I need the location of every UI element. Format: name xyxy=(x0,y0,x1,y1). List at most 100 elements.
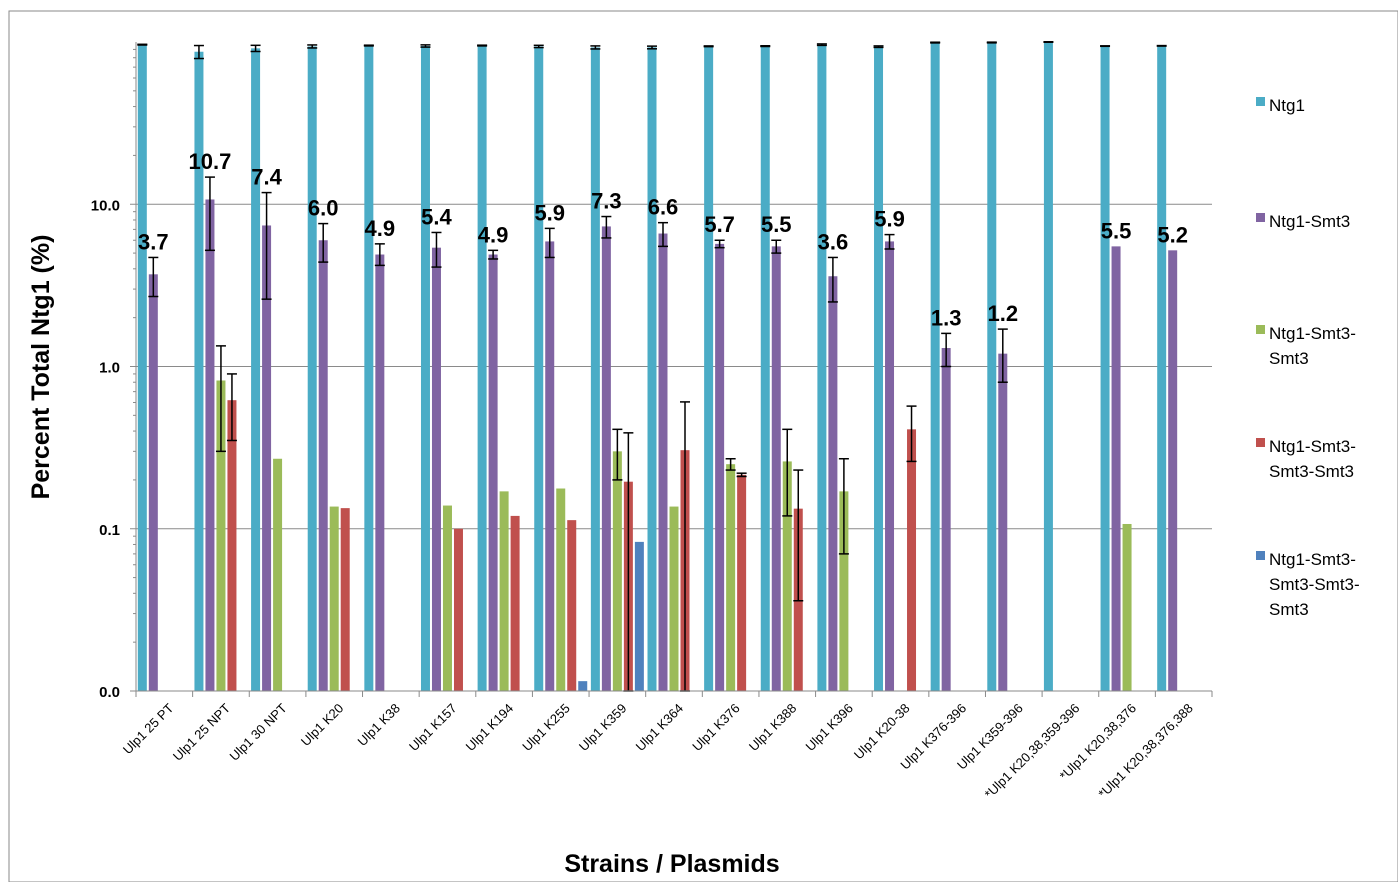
bar-ntg1-smt3-smt3 xyxy=(839,491,849,691)
bar-ntg1-smt3-smt3 xyxy=(499,491,509,691)
bar-ntg1 xyxy=(534,46,544,692)
bar-ntg1-smt3 xyxy=(431,247,441,691)
legend: Ntg1 Ntg1-Smt3 Ntg1-Smt3- Smt3 Ntg1-Smt3- Smt… xyxy=(1256,96,1360,619)
legend-item: Ntg1-Smt3- Smt3-Smt3 xyxy=(1256,437,1356,481)
y-tick-label: 1.0 xyxy=(99,360,120,377)
data-label: 10.7 xyxy=(189,149,232,174)
bar-ntg1 xyxy=(307,46,317,692)
bar-ntg1-smt3-smt3-smt3 xyxy=(510,515,520,691)
data-label: 6.6 xyxy=(648,195,679,220)
bar-ntg1-smt3-smt3-smt3 xyxy=(567,520,577,691)
legend-label: Smt3-Smt3 xyxy=(1269,462,1354,481)
bars xyxy=(137,42,1178,692)
data-labels: 3.7 10.7 7.4 6.0 4.9 5.4 4.9 5.9 7.3 6.6 5.7 5.5 3.6… xyxy=(138,149,1188,330)
bar-ntg1-smt3-smt3 xyxy=(556,488,566,691)
bar-ntg1-smt3 xyxy=(658,233,668,691)
bar-ntg1-smt3 xyxy=(205,199,215,691)
data-label: 1.3 xyxy=(931,305,962,330)
legend-swatch xyxy=(1256,213,1265,222)
data-label: 7.3 xyxy=(591,189,622,214)
bar-ntg1-smt3 xyxy=(715,243,725,691)
bar-ntg1-smt3-smt3 xyxy=(1122,523,1132,691)
data-label: 4.9 xyxy=(478,222,509,247)
legend-label: Ntg1-Smt3 xyxy=(1269,212,1350,231)
bar-ntg1 xyxy=(137,45,147,692)
data-label: 5.7 xyxy=(704,212,735,237)
legend-label: Ntg1-Smt3- xyxy=(1269,437,1356,456)
bar-ntg1 xyxy=(647,47,657,692)
bar-ntg1 xyxy=(1100,46,1110,692)
bar-ntg1-smt3-smt3-smt3-smt3 xyxy=(634,541,644,691)
legend-item: Ntg1-Smt3- Smt3 xyxy=(1256,324,1356,368)
bar-ntg1-smt3-smt3-smt3 xyxy=(737,474,747,691)
y-tick-label: 10.0 xyxy=(91,197,120,214)
bar-ntg1-smt3-smt3 xyxy=(273,458,283,691)
legend-item: Ntg1-Smt3 xyxy=(1256,212,1350,231)
bar-ntg1-smt3-smt3 xyxy=(329,506,339,691)
legend-item: Ntg1 xyxy=(1256,96,1305,115)
bar-ntg1-smt3-smt3 xyxy=(782,461,792,691)
bar-ntg1-smt3 xyxy=(148,274,158,691)
data-label: 3.7 xyxy=(138,229,169,254)
data-label: 6.0 xyxy=(308,196,339,221)
bar-ntg1-smt3-smt3 xyxy=(612,451,622,691)
bar-ntg1 xyxy=(874,46,884,691)
bar-ntg1-smt3 xyxy=(601,226,611,691)
bar-ntg1 xyxy=(590,47,600,692)
bar-ntg1-smt3-smt3 xyxy=(669,506,679,691)
bar-ntg1-smt3 xyxy=(771,246,781,691)
chart-border xyxy=(8,10,1398,882)
data-label: 7.4 xyxy=(251,165,282,190)
legend-label: Ntg1-Smt3- xyxy=(1269,550,1356,569)
data-label: 5.9 xyxy=(874,207,905,232)
data-label: 5.2 xyxy=(1157,222,1188,247)
data-label: 1.2 xyxy=(987,301,1018,326)
bar-ntg1-smt3 xyxy=(375,254,385,691)
data-label: 3.6 xyxy=(818,229,849,254)
bar-ntg1 xyxy=(194,51,204,691)
bar-ntg1 xyxy=(251,48,261,691)
data-label: 5.5 xyxy=(1101,218,1132,243)
bar-ntg1-smt3-smt3 xyxy=(216,380,226,691)
data-label: 5.4 xyxy=(421,204,452,229)
legend-label: Smt3 xyxy=(1269,600,1309,619)
y-axis-title: Percent Total Ntg1 (%) xyxy=(27,235,55,500)
error-bars xyxy=(137,41,1167,692)
bar-ntg1 xyxy=(477,45,487,691)
bar-ntg1-smt3 xyxy=(998,353,1008,691)
bar-ntg1-smt3-smt3-smt3 xyxy=(453,528,463,691)
bar-ntg1-smt3 xyxy=(488,254,498,691)
legend-label: Smt3-Smt3- xyxy=(1269,575,1360,594)
data-label: 4.9 xyxy=(365,216,396,241)
legend-swatch xyxy=(1256,97,1265,106)
bar-ntg1-smt3 xyxy=(262,225,272,691)
legend-label: Ntg1 xyxy=(1269,96,1305,115)
legend-swatch xyxy=(1256,325,1265,334)
data-label: 5.5 xyxy=(761,212,792,237)
bar-ntg1 xyxy=(364,45,374,691)
legend-label: Smt3 xyxy=(1269,349,1309,368)
bar-ntg1-smt3 xyxy=(318,240,328,691)
bar-ntg1-smt3-smt3-smt3 xyxy=(227,400,237,691)
bar-ntg1-smt3-smt3 xyxy=(442,505,452,691)
bar-ntg1 xyxy=(1157,45,1167,691)
bar-ntg1 xyxy=(420,45,430,691)
bar-ntg1 xyxy=(1043,42,1053,691)
y-tick-label: 0.1 xyxy=(99,522,120,539)
data-label: 5.9 xyxy=(534,200,565,225)
x-axis-title: Strains / Plasmids xyxy=(564,850,779,878)
bar-ntg1-smt3 xyxy=(1111,246,1121,691)
bar-ntg1-smt3 xyxy=(941,348,951,691)
bar-ntg1-smt3 xyxy=(1168,250,1178,691)
y-tick-label: 0.0 xyxy=(99,684,120,701)
legend-swatch xyxy=(1256,438,1265,447)
bar-ntg1-smt3 xyxy=(885,241,895,691)
legend-item: Ntg1-Smt3- Smt3-Smt3- Smt3 xyxy=(1256,550,1360,619)
bar-ntg1-smt3-smt3-smt3-smt3 xyxy=(578,681,588,691)
bar-ntg1 xyxy=(760,46,770,691)
bar-ntg1-smt3 xyxy=(828,276,838,691)
bar-ntg1-smt3-smt3-smt3 xyxy=(340,508,350,691)
bar-ntg1-smt3 xyxy=(545,241,555,691)
